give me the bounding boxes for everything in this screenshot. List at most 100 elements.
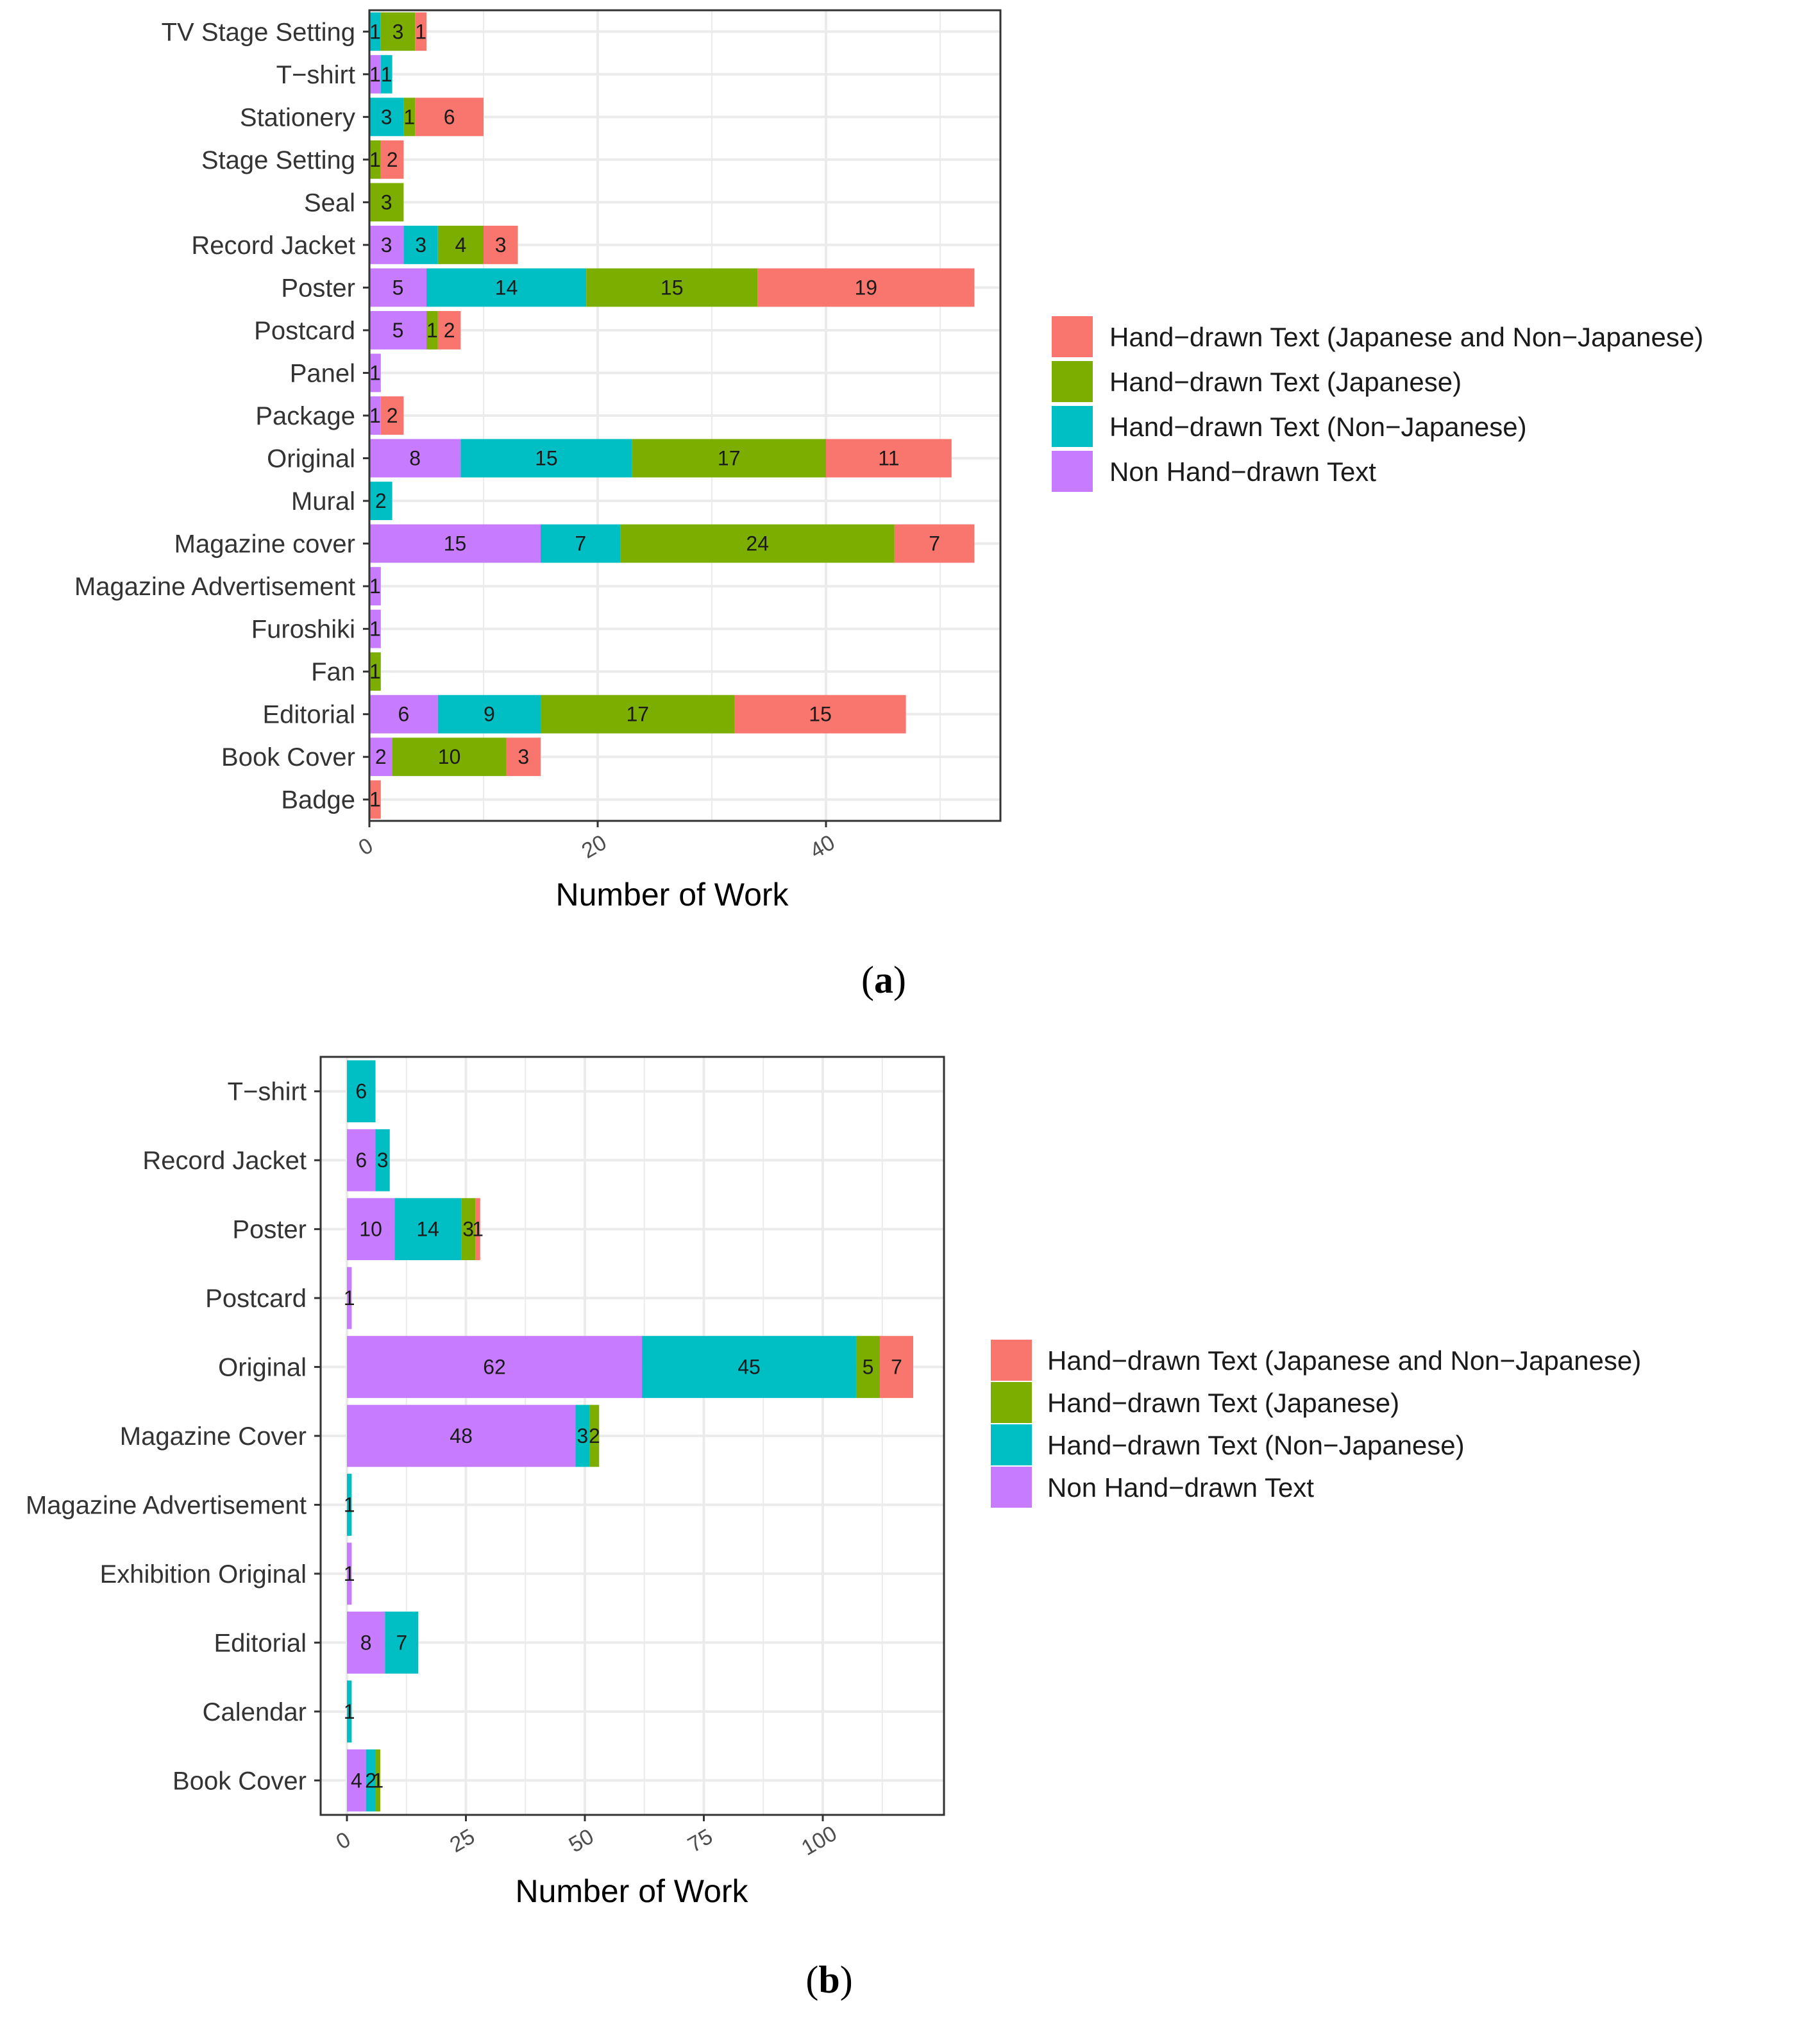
y-tick-label: Furoshiki: [251, 616, 355, 644]
bar-value-label: 7: [929, 532, 940, 555]
bar-value-label: 8: [360, 1631, 372, 1654]
y-tick-label: Record Jacket: [191, 232, 355, 260]
bar-value-label: 2: [589, 1424, 600, 1447]
bar-calendar-nonjp: [347, 1680, 352, 1743]
y-tick-label: Calendar: [203, 1698, 307, 1726]
bar-value-label: 19: [855, 276, 878, 299]
bar-magazine-cover-jp: [620, 524, 895, 563]
bar-poster-jp: [586, 268, 758, 307]
bar-poster-jp: [461, 1198, 476, 1260]
legend-swatch-nonjp: [991, 1424, 1032, 1465]
y-tick-label: Magazine Advertisement: [26, 1491, 307, 1519]
x-tick-label: 20: [578, 830, 611, 864]
y-tick-label: T−shirt: [228, 1078, 307, 1106]
bar-value-label: 2: [387, 404, 398, 427]
x-tick-label: 75: [684, 1825, 717, 1858]
bar-record-jacket-jp-and-nonjp: [484, 225, 518, 264]
bar-value-label: 10: [438, 745, 461, 768]
bar-original-jp: [632, 439, 826, 478]
bar-book-cover-jp-and-nonjp: [506, 737, 541, 777]
bar-value-label: 11: [878, 447, 899, 470]
bar-stage-setting-jp: [369, 140, 381, 179]
y-tick-label: TV Stage Setting: [162, 18, 355, 46]
bar-value-label: 1: [369, 618, 381, 641]
y-tick-label: Magazine Advertisement: [74, 573, 355, 601]
bar-record-jacket-jp: [437, 225, 484, 264]
bar-value-label: 2: [375, 745, 387, 768]
bar-panel-non-hand: [369, 353, 381, 392]
legend-label: Hand−drawn Text (Japanese): [1047, 1388, 1399, 1418]
bar-mural-nonjp: [369, 482, 392, 520]
bar-value-label: 1: [369, 20, 381, 43]
bar-value-label: 8: [409, 447, 421, 470]
bar-tv-stage-setting-jp-and-nonjp: [415, 12, 426, 51]
y-tick-label: Badge: [281, 786, 355, 814]
bar-value-label: 3: [462, 1218, 474, 1241]
bar-original-non-hand: [347, 1336, 643, 1398]
bar-value-label: 1: [426, 319, 438, 342]
bar-value-label: 1: [344, 1286, 355, 1310]
y-tick-label: Magazine cover: [174, 530, 355, 559]
bar-postcard-non-hand: [369, 311, 426, 350]
bar-value-label: 3: [377, 1149, 389, 1172]
bar-t-shirt-nonjp: [347, 1060, 376, 1123]
bar-value-label: 5: [392, 276, 404, 299]
bar-poster-non-hand: [347, 1198, 395, 1260]
y-tick-label: T−shirt: [276, 61, 355, 89]
y-tick-label: Editorial: [214, 1629, 307, 1657]
bar-value-label: 3: [392, 20, 404, 43]
bar-value-label: 1: [369, 575, 381, 598]
bar-book-cover-non-hand: [347, 1749, 366, 1812]
bar-value-label: 7: [891, 1356, 902, 1379]
bar-value-label: 7: [396, 1631, 407, 1654]
bar-poster-jp-and-nonjp: [475, 1198, 480, 1260]
bar-value-label: 1: [381, 63, 392, 86]
bar-value-label: 15: [444, 532, 467, 555]
bar-editorial-jp-and-nonjp: [734, 695, 906, 734]
bar-editorial-nonjp: [385, 1612, 419, 1674]
bar-value-label: 15: [809, 703, 832, 726]
y-tick-label: Stationery: [240, 103, 355, 131]
bar-value-label: 7: [575, 532, 586, 555]
bar-postcard-non-hand: [347, 1267, 352, 1329]
bar-value-label: 3: [518, 745, 529, 768]
bar-editorial-nonjp: [437, 695, 541, 734]
bar-value-label: 1: [372, 1769, 383, 1792]
legend: Hand−drawn Text (Japanese and Non−Japane…: [1052, 316, 1703, 492]
x-tick-label: 25: [446, 1825, 479, 1858]
y-tick-label: Original: [267, 445, 355, 473]
x-axis-title: Number of Work: [555, 877, 789, 913]
bar-postcard-jp: [426, 311, 438, 350]
bar-value-label: 1: [369, 404, 381, 427]
y-tick-label: Exhibition Original: [100, 1560, 307, 1589]
bar-value-label: 4: [351, 1769, 362, 1792]
bar-value-label: 3: [415, 233, 426, 257]
bar-postcard-jp-and-nonjp: [437, 311, 461, 350]
bar-value-label: 6: [444, 105, 455, 128]
bar-value-label: 17: [627, 703, 650, 726]
y-tick-label: Mural: [291, 487, 355, 516]
bar-value-label: 1: [369, 63, 381, 86]
bar-poster-nonjp: [426, 268, 587, 307]
y-tick-label: Original: [218, 1354, 307, 1382]
bar-value-label: 3: [381, 105, 392, 128]
bar-editorial-non-hand: [347, 1612, 385, 1674]
bar-value-label: 2: [444, 319, 455, 342]
bar-stationery-nonjp: [369, 97, 404, 137]
bar-t-shirt-nonjp: [380, 55, 392, 94]
bar-original-jp-and-nonjp: [880, 1336, 913, 1398]
bar-value-label: 48: [450, 1424, 473, 1447]
legend-label: Hand−drawn Text (Non−Japanese): [1047, 1430, 1465, 1460]
bar-book-cover-non-hand: [369, 737, 392, 777]
bar-value-label: 5: [863, 1356, 874, 1379]
bar-record-jacket-non-hand: [347, 1129, 376, 1192]
x-tick-label: 50: [565, 1825, 598, 1858]
bar-value-label: 1: [472, 1218, 484, 1241]
bar-value-label: 1: [369, 788, 381, 811]
x-tick-label: 40: [806, 830, 839, 864]
bar-value-label: 2: [365, 1769, 376, 1792]
bar-value-label: 1: [344, 1493, 355, 1516]
